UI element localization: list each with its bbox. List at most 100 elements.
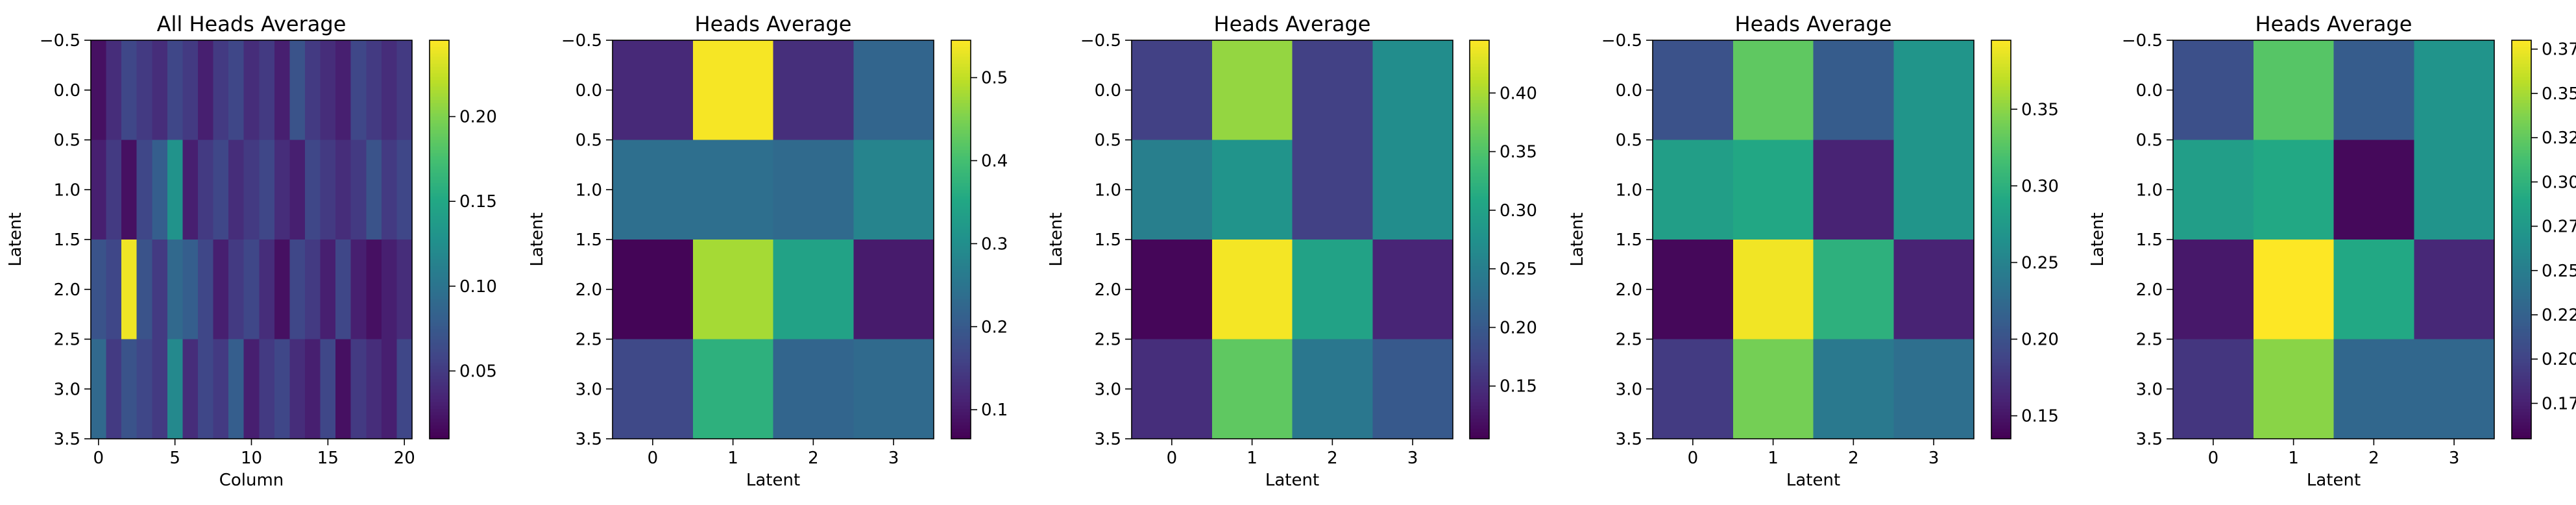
colorbar-segment (951, 419, 971, 423)
colorbar-segment (2512, 408, 2531, 413)
x-tick-label: 1 (1246, 449, 1258, 468)
colorbar-segment (1991, 63, 2011, 68)
colorbar-tick-label: 0.2 (981, 317, 1008, 337)
colorbar-tick-label: 0.35 (1500, 143, 1537, 162)
colorbar-segment (1470, 106, 1489, 111)
colorbar-segment (430, 50, 449, 55)
y-axis-label: Latent (1047, 212, 1066, 266)
colorbar-segment (2512, 292, 2531, 297)
colorbar-segment (1470, 243, 1489, 247)
colorbar-segment (1991, 378, 2011, 383)
colorbar-segment (2512, 106, 2531, 111)
heatmap-cell (136, 240, 152, 340)
colorbar-segment (2512, 362, 2531, 367)
colorbar-tick-label: 0.4 (981, 151, 1008, 171)
colorbar-segment (1991, 232, 2011, 237)
colorbar-segment (951, 326, 971, 330)
colorbar-segment (2512, 199, 2531, 204)
colorbar-segment (951, 236, 971, 240)
colorbar-segment (1991, 259, 2011, 264)
colorbar-segment (430, 345, 449, 350)
colorbar-segment (1991, 123, 2011, 127)
colorbar-segment (1991, 392, 2011, 397)
colorbar-tick-label: 0.40 (1500, 84, 1537, 103)
y-tick-label: 0.5 (54, 131, 80, 151)
colorbar-segment (430, 209, 449, 214)
heatmap-cell (1372, 339, 1453, 439)
colorbar-segment (2512, 412, 2531, 416)
colorbar-segment (1470, 342, 1489, 347)
colorbar-segment (2512, 273, 2531, 277)
heatmap-cell (2414, 240, 2495, 340)
colorbar-segment (430, 169, 449, 174)
heatmap-cell (91, 140, 107, 240)
colorbar-segment (951, 226, 971, 230)
colorbar-segment (430, 226, 449, 230)
heatmap-cell (182, 140, 199, 240)
colorbar-segment (1470, 232, 1489, 237)
heatmap-cell (228, 40, 245, 141)
colorbar-segment (1991, 425, 2011, 430)
colorbar-segment (1470, 176, 1489, 180)
colorbar-segment (430, 389, 449, 393)
colorbar-segment (1991, 86, 2011, 91)
colorbar-segment (1470, 415, 1489, 419)
colorbar-segment (951, 229, 971, 234)
x-tick-label: 1 (727, 449, 738, 468)
colorbar-segment (2512, 123, 2531, 127)
colorbar-segment (1470, 336, 1489, 340)
colorbar-segment (2512, 190, 2531, 193)
colorbar-segment (951, 133, 971, 137)
colorbar-segment (2512, 382, 2531, 386)
colorbar-segment (951, 415, 971, 419)
heatmap-cell (381, 240, 398, 340)
colorbar-segment (430, 56, 449, 61)
colorbar-segment (430, 110, 449, 114)
heatmap-cell (1653, 339, 1734, 439)
colorbar-segment (430, 173, 449, 177)
colorbar-segment (1991, 342, 2011, 347)
heatmap-cell (152, 339, 168, 439)
colorbar-segment (951, 196, 971, 201)
colorbar-segment (430, 336, 449, 340)
colorbar-segment (1991, 375, 2011, 380)
colorbar-segment (1991, 236, 2011, 240)
colorbar-segment (951, 276, 971, 280)
colorbar-segment (2512, 289, 2531, 293)
heatmap-cell (289, 240, 306, 340)
colorbar-segment (1470, 236, 1489, 240)
colorbar-segment (2512, 186, 2531, 190)
colorbar-segment (951, 375, 971, 380)
heatmap-cell (350, 240, 367, 340)
colorbar-segment (430, 223, 449, 227)
colorbar-segment (1470, 435, 1489, 439)
colorbar-segment (1470, 130, 1489, 134)
colorbar-tick-label: 0.30 (1500, 201, 1537, 221)
x-tick-label: 3 (1928, 449, 1939, 468)
colorbar-segment (1991, 199, 2011, 204)
colorbar-segment (1991, 66, 2011, 71)
colorbar-segment (2512, 163, 2531, 167)
colorbar-segment (1470, 302, 1489, 306)
colorbar-segment (1470, 319, 1489, 323)
colorbar-segment (1991, 352, 2011, 356)
colorbar-segment (2512, 345, 2531, 350)
heatmap-cell (2333, 40, 2414, 141)
colorbar-segment (430, 53, 449, 58)
y-tick-label: 0.5 (1616, 131, 1642, 151)
colorbar-segment (2512, 63, 2531, 68)
colorbar-segment (430, 286, 449, 290)
colorbar-tick-label: 0.375 (2542, 40, 2576, 60)
chart-title: All Heads Average (157, 12, 346, 36)
colorbar-segment (2512, 392, 2531, 397)
heatmap-cell (773, 240, 854, 340)
heatmap-cell (136, 140, 152, 240)
colorbar-segment (1470, 276, 1489, 280)
colorbar-segment (1991, 216, 2011, 220)
colorbar-segment (951, 143, 971, 147)
colorbar-segment (1991, 103, 2011, 107)
colorbar-segment (430, 415, 449, 419)
colorbar-segment (1991, 295, 2011, 300)
colorbar-segment (951, 405, 971, 410)
colorbar-segment (1991, 292, 2011, 297)
